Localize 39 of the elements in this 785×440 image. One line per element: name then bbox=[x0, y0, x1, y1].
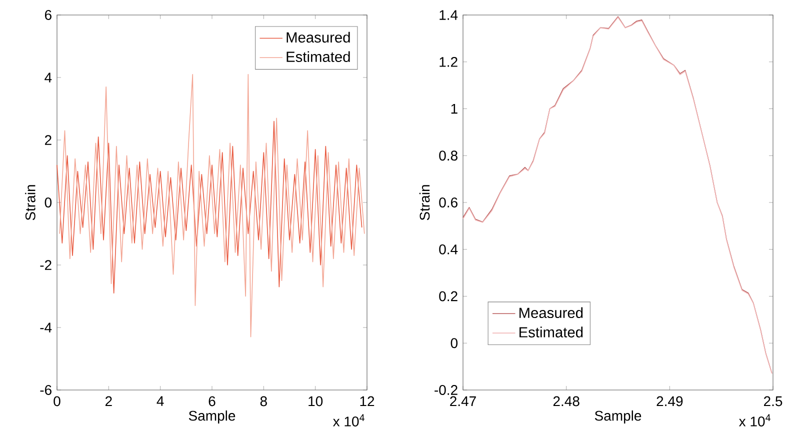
y-tick-label: -6 bbox=[40, 385, 52, 395]
x-axis-title: Sample bbox=[594, 410, 642, 424]
y-tick-label: 6 bbox=[44, 10, 52, 20]
y-tick-label: 0.6 bbox=[439, 198, 458, 208]
x-axis-title: Sample bbox=[188, 410, 236, 424]
text: x 10$^{4}$ bbox=[332, 414, 364, 426]
y-tick-label: -4 bbox=[40, 322, 52, 332]
x-tick-label: 6 bbox=[208, 396, 216, 406]
y-tick-label: 0 bbox=[44, 198, 52, 208]
y-tick-label: 4 bbox=[44, 72, 52, 82]
x-tick-label: 8 bbox=[260, 396, 267, 406]
text: x 10$^{4}$ bbox=[738, 414, 770, 426]
x-tick-label: 10 bbox=[308, 396, 323, 406]
x-tick-label: 2.47 bbox=[450, 396, 476, 406]
x-tick-label: 2.49 bbox=[656, 396, 683, 406]
legend-label: Estimated bbox=[520, 326, 583, 338]
x-tick-label: 12 bbox=[360, 396, 374, 406]
x-tick-label: 2 bbox=[105, 396, 112, 406]
y-axis-title: Strain bbox=[25, 185, 36, 220]
x-tick-label: 2.5 bbox=[764, 396, 782, 406]
y-tick-label: -0.2 bbox=[434, 385, 458, 395]
y-tick-label: 2 bbox=[44, 135, 52, 145]
y-tick-label: 0.2 bbox=[439, 291, 458, 302]
y-tick-label: 0.4 bbox=[439, 244, 458, 254]
y-tick-label: 1.2 bbox=[440, 56, 458, 67]
y-tick-label: 1.4 bbox=[440, 10, 458, 20]
y-tick-label: 1 bbox=[451, 104, 458, 114]
x-tick-label: 0 bbox=[54, 396, 60, 406]
legend-label: Estimated bbox=[286, 51, 350, 62]
y-axis-title: Strain bbox=[419, 185, 430, 220]
x-tick-label: 4 bbox=[156, 396, 164, 406]
x-tick-label: 2.48 bbox=[553, 396, 580, 406]
legend-label: Measured bbox=[520, 307, 583, 318]
y-tick-label: -2 bbox=[40, 260, 52, 270]
legend-label: Measured bbox=[286, 32, 350, 43]
line-series bbox=[59, 74, 365, 338]
line-series bbox=[56, 120, 362, 294]
y-tick-label: 0 bbox=[450, 338, 458, 348]
y-tick-label: 0.8 bbox=[439, 150, 458, 161]
